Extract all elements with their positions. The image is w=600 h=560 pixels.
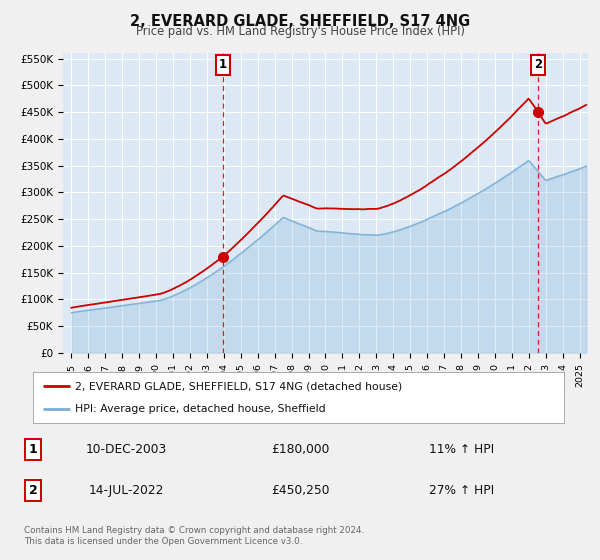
Text: 1: 1 bbox=[219, 58, 227, 72]
Text: Contains HM Land Registry data © Crown copyright and database right 2024.
This d: Contains HM Land Registry data © Crown c… bbox=[24, 526, 364, 546]
Text: HPI: Average price, detached house, Sheffield: HPI: Average price, detached house, Shef… bbox=[76, 404, 326, 414]
Text: 14-JUL-2022: 14-JUL-2022 bbox=[88, 484, 164, 497]
Text: 10-DEC-2003: 10-DEC-2003 bbox=[85, 444, 167, 456]
Text: 2: 2 bbox=[29, 484, 37, 497]
Text: 2, EVERARD GLADE, SHEFFIELD, S17 4NG (detached house): 2, EVERARD GLADE, SHEFFIELD, S17 4NG (de… bbox=[76, 381, 403, 391]
Text: £450,250: £450,250 bbox=[271, 484, 329, 497]
Text: 1: 1 bbox=[29, 444, 37, 456]
Text: £180,000: £180,000 bbox=[271, 444, 329, 456]
Text: Price paid vs. HM Land Registry's House Price Index (HPI): Price paid vs. HM Land Registry's House … bbox=[136, 25, 464, 38]
Text: 11% ↑ HPI: 11% ↑ HPI bbox=[430, 444, 494, 456]
Text: 27% ↑ HPI: 27% ↑ HPI bbox=[430, 484, 494, 497]
Text: 2, EVERARD GLADE, SHEFFIELD, S17 4NG: 2, EVERARD GLADE, SHEFFIELD, S17 4NG bbox=[130, 14, 470, 29]
Text: 2: 2 bbox=[534, 58, 542, 72]
